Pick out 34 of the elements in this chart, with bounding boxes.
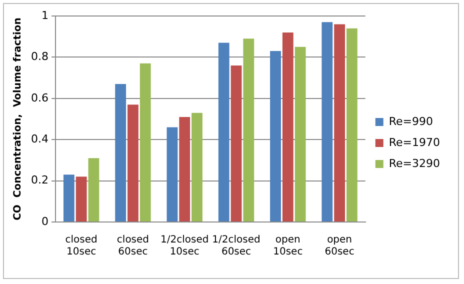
bar	[282, 32, 294, 222]
y-tick-label: 0.4	[30, 132, 48, 146]
x-tick-label: open 10sec	[273, 234, 303, 258]
bar	[270, 51, 281, 222]
bar	[88, 158, 100, 222]
bar	[192, 112, 202, 222]
bar	[140, 63, 151, 222]
y-tick-label: 1	[41, 8, 48, 22]
bar	[230, 65, 242, 222]
x-tick-label: open 60sec	[324, 234, 354, 258]
bar	[166, 127, 178, 222]
legend-label: Re=990	[388, 114, 434, 128]
bar	[334, 24, 346, 222]
bar	[346, 28, 358, 222]
y-tick-label: 0	[41, 214, 48, 228]
x-tick-label: 1/2closed 60sec	[212, 234, 260, 258]
y-tick-label: 0.2	[30, 174, 48, 187]
bar	[115, 84, 126, 222]
legend-label: Re=1970	[388, 136, 440, 149]
x-tick-label: 1/2closed 10sec	[160, 234, 209, 258]
bar	[63, 174, 74, 222]
bar	[243, 38, 254, 222]
bar	[218, 42, 230, 222]
legend-label: Re=3290	[388, 156, 440, 170]
y-tick-label: 0.6	[30, 91, 48, 104]
bar	[294, 46, 306, 222]
x-tick-label: closed 60sec	[116, 234, 150, 258]
y-tick-label: 0.8	[30, 50, 48, 64]
bar	[76, 176, 87, 222]
bar	[322, 22, 333, 222]
x-tick-label: closed 10sec	[65, 234, 98, 258]
bar	[179, 116, 190, 222]
y-axis-title: CO Concentration, Volume fraction	[12, 18, 24, 220]
bar	[128, 104, 138, 222]
